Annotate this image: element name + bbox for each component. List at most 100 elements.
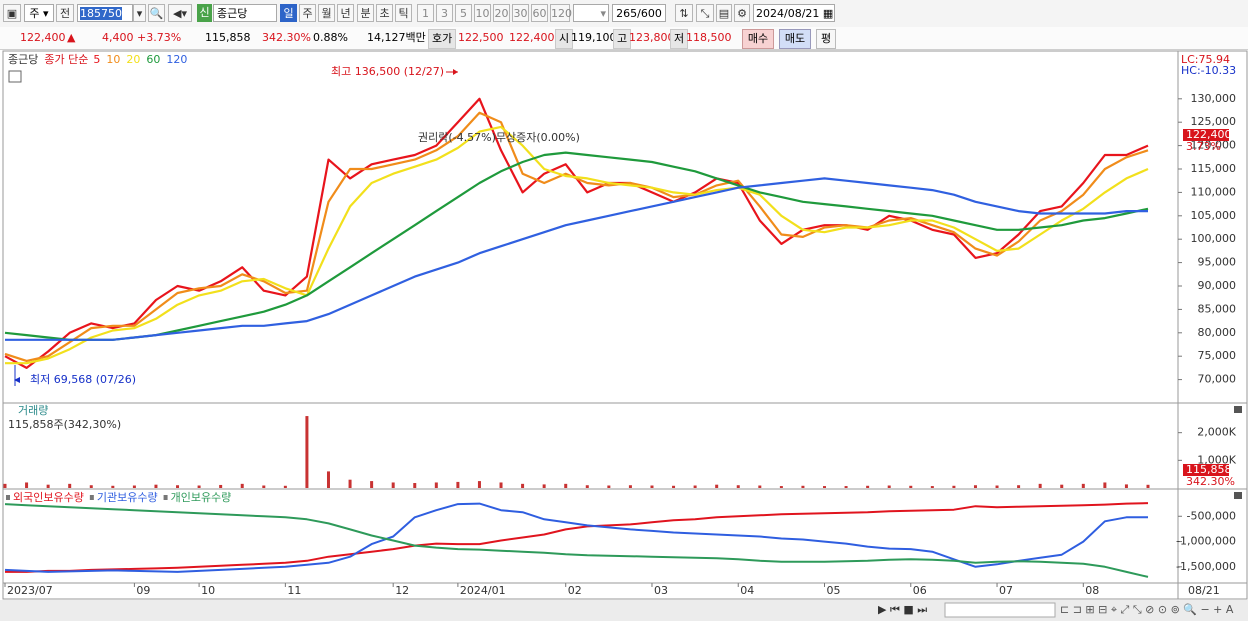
volume-bar <box>1060 484 1064 488</box>
settings-icon[interactable]: ⚙ <box>734 4 750 22</box>
interval-dropdown[interactable]: ▾ <box>573 4 609 22</box>
volume-bar <box>866 485 870 488</box>
legend-entry: 5 <box>93 53 100 66</box>
low-arrowhead <box>14 377 20 383</box>
code-input[interactable]: 185750 <box>77 4 133 22</box>
interval-button[interactable]: 3 <box>436 4 453 22</box>
period-month[interactable]: 월 <box>318 4 335 22</box>
series-line <box>5 502 1149 573</box>
x-tick-label: 08 <box>1085 584 1099 597</box>
last-volume-ratio: 342.30% <box>1186 475 1235 488</box>
legend-entry: 10 <box>106 53 120 66</box>
count-value: 265 <box>616 7 638 20</box>
period-year[interactable]: 년 <box>337 4 354 22</box>
x-tick-label: 09 <box>136 584 150 597</box>
last-price-box <box>1183 129 1229 141</box>
trade-value: 14,127백만 <box>367 31 426 44</box>
volume-bar <box>736 485 740 488</box>
legend-entry: 외국인보유수량 <box>13 491 84 504</box>
legend-entry: 60 <box>146 53 160 66</box>
menu-icon[interactable]: ▣ <box>3 4 21 22</box>
volume-bar <box>46 484 50 488</box>
low-label: 저 <box>670 29 689 49</box>
y-tick-label: 120,000 <box>1191 139 1237 152</box>
count-max: /600 <box>637 7 662 20</box>
chart-border <box>2 50 1248 600</box>
hc-label: HC:-10.33 <box>1181 64 1236 77</box>
all-button[interactable]: 전 <box>56 4 74 22</box>
volume-bar <box>1103 482 1107 488</box>
x-tick-label: 10 <box>201 584 215 597</box>
save-icon[interactable]: ▤ <box>716 4 732 22</box>
code-dropdown[interactable]: ▾ <box>133 4 146 22</box>
period-second[interactable]: 초 <box>376 4 393 22</box>
interval-button[interactable]: 120 <box>550 4 572 22</box>
x-tick-label: 12 <box>395 584 409 597</box>
volume-bar <box>564 483 568 488</box>
volume-ratio: 342.30% <box>262 31 311 44</box>
y-tick-label: 130,000 <box>1191 92 1237 105</box>
y-tick-label: 95,000 <box>1198 256 1237 269</box>
volume-bar <box>111 485 115 488</box>
panel-close-icon[interactable] <box>1234 492 1242 499</box>
volume-bar <box>585 485 589 488</box>
table-icon[interactable] <box>8 70 22 83</box>
interval-button[interactable]: 30 <box>512 4 529 22</box>
sell-button[interactable]: 매도 <box>779 29 811 49</box>
y-tick-label: 1,000K <box>1197 453 1236 466</box>
balance-button[interactable]: 평 <box>816 29 836 49</box>
volume-bar <box>542 484 546 488</box>
period-tick[interactable]: 틱 <box>395 4 412 22</box>
tool-icon[interactable]: ⇅ <box>675 4 693 22</box>
volume-bar <box>823 486 827 488</box>
period-minute[interactable]: 분 <box>357 4 374 22</box>
lc-label: LC:75.94 <box>1181 53 1230 66</box>
count-box[interactable]: 265/600 <box>612 4 666 22</box>
date-box[interactable]: 2024/08/21 ▦ <box>753 4 835 22</box>
volume-bar <box>132 485 136 488</box>
panel-close-icon[interactable] <box>1234 406 1242 413</box>
last-change-label: 3.73% <box>1186 140 1221 153</box>
zoom-slider[interactable] <box>944 602 1056 618</box>
open-label: 시 <box>555 29 574 49</box>
buy-button[interactable]: 매수 <box>742 29 774 49</box>
ma-type: 종가 단순 <box>44 53 88 66</box>
interval-button[interactable]: 60 <box>531 4 548 22</box>
search-button[interactable]: 🔍 <box>148 4 165 22</box>
end-date-label: 08/21 <box>1188 584 1220 597</box>
tool-icon[interactable]: ⤡ <box>696 4 714 22</box>
volume-bar <box>283 485 287 488</box>
scroll-controls[interactable]: ▶ ⏮ ■ ⏭ <box>878 603 927 616</box>
interval-button[interactable]: 1 <box>417 4 434 22</box>
x-tick-label: 05 <box>827 584 841 597</box>
sound-button[interactable]: ◀▾ <box>168 4 192 22</box>
low-annotation: 최저 69,568 (07/26) <box>30 373 136 386</box>
y-tick-label: 110,000 <box>1191 185 1237 198</box>
period-day[interactable]: 일 <box>280 4 297 22</box>
y-tick-label: 90,000 <box>1198 279 1237 292</box>
stock-name[interactable]: 종근당 <box>213 4 277 22</box>
interval-button[interactable]: 10 <box>474 4 491 22</box>
series-line <box>5 125 1149 365</box>
volume-bar <box>930 486 934 488</box>
volume-bar <box>25 482 29 488</box>
volume-bar <box>650 485 654 488</box>
period-week[interactable]: 주 <box>299 4 316 22</box>
chart: ▶ ⏮ ■ ⏭ ⊏ ⊐ ⊞ ⊟ ⌖ ⤢ ⤡ ⊘ ⊙ ⊚ 🔍 − + A 70,0… <box>0 50 1248 621</box>
interval-button[interactable]: 20 <box>493 4 510 22</box>
y-tick-label: 80,000 <box>1198 326 1237 339</box>
toolbar: ▣ 주 ▾ 전 185750 ▾ 🔍 ◀▾ 신 종근당 일 주 월 년 분 초 … <box>0 0 1248 28</box>
volume-bar <box>197 485 201 488</box>
y-tick-label: 75,000 <box>1198 349 1237 362</box>
volume-bar <box>219 484 223 488</box>
drawing-tools[interactable]: ⊏ ⊐ ⊞ ⊟ ⌖ ⤢ ⤡ ⊘ ⊙ ⊚ 🔍 − + A <box>1060 602 1234 616</box>
last-price-label: 122,400 <box>1186 128 1232 141</box>
volume-bar <box>477 481 481 488</box>
market-select[interactable]: 주 ▾ <box>24 4 54 22</box>
y-tick-label: -1,000,000 <box>1176 535 1236 548</box>
interval-button[interactable]: 5 <box>455 4 472 22</box>
high-arrowhead <box>453 69 458 75</box>
quote-bar: 122,400 ▲ 4,400 +3.73% 115,858 342.30% 0… <box>0 27 1248 50</box>
y-tick-label: -1,500,000 <box>1176 560 1236 573</box>
